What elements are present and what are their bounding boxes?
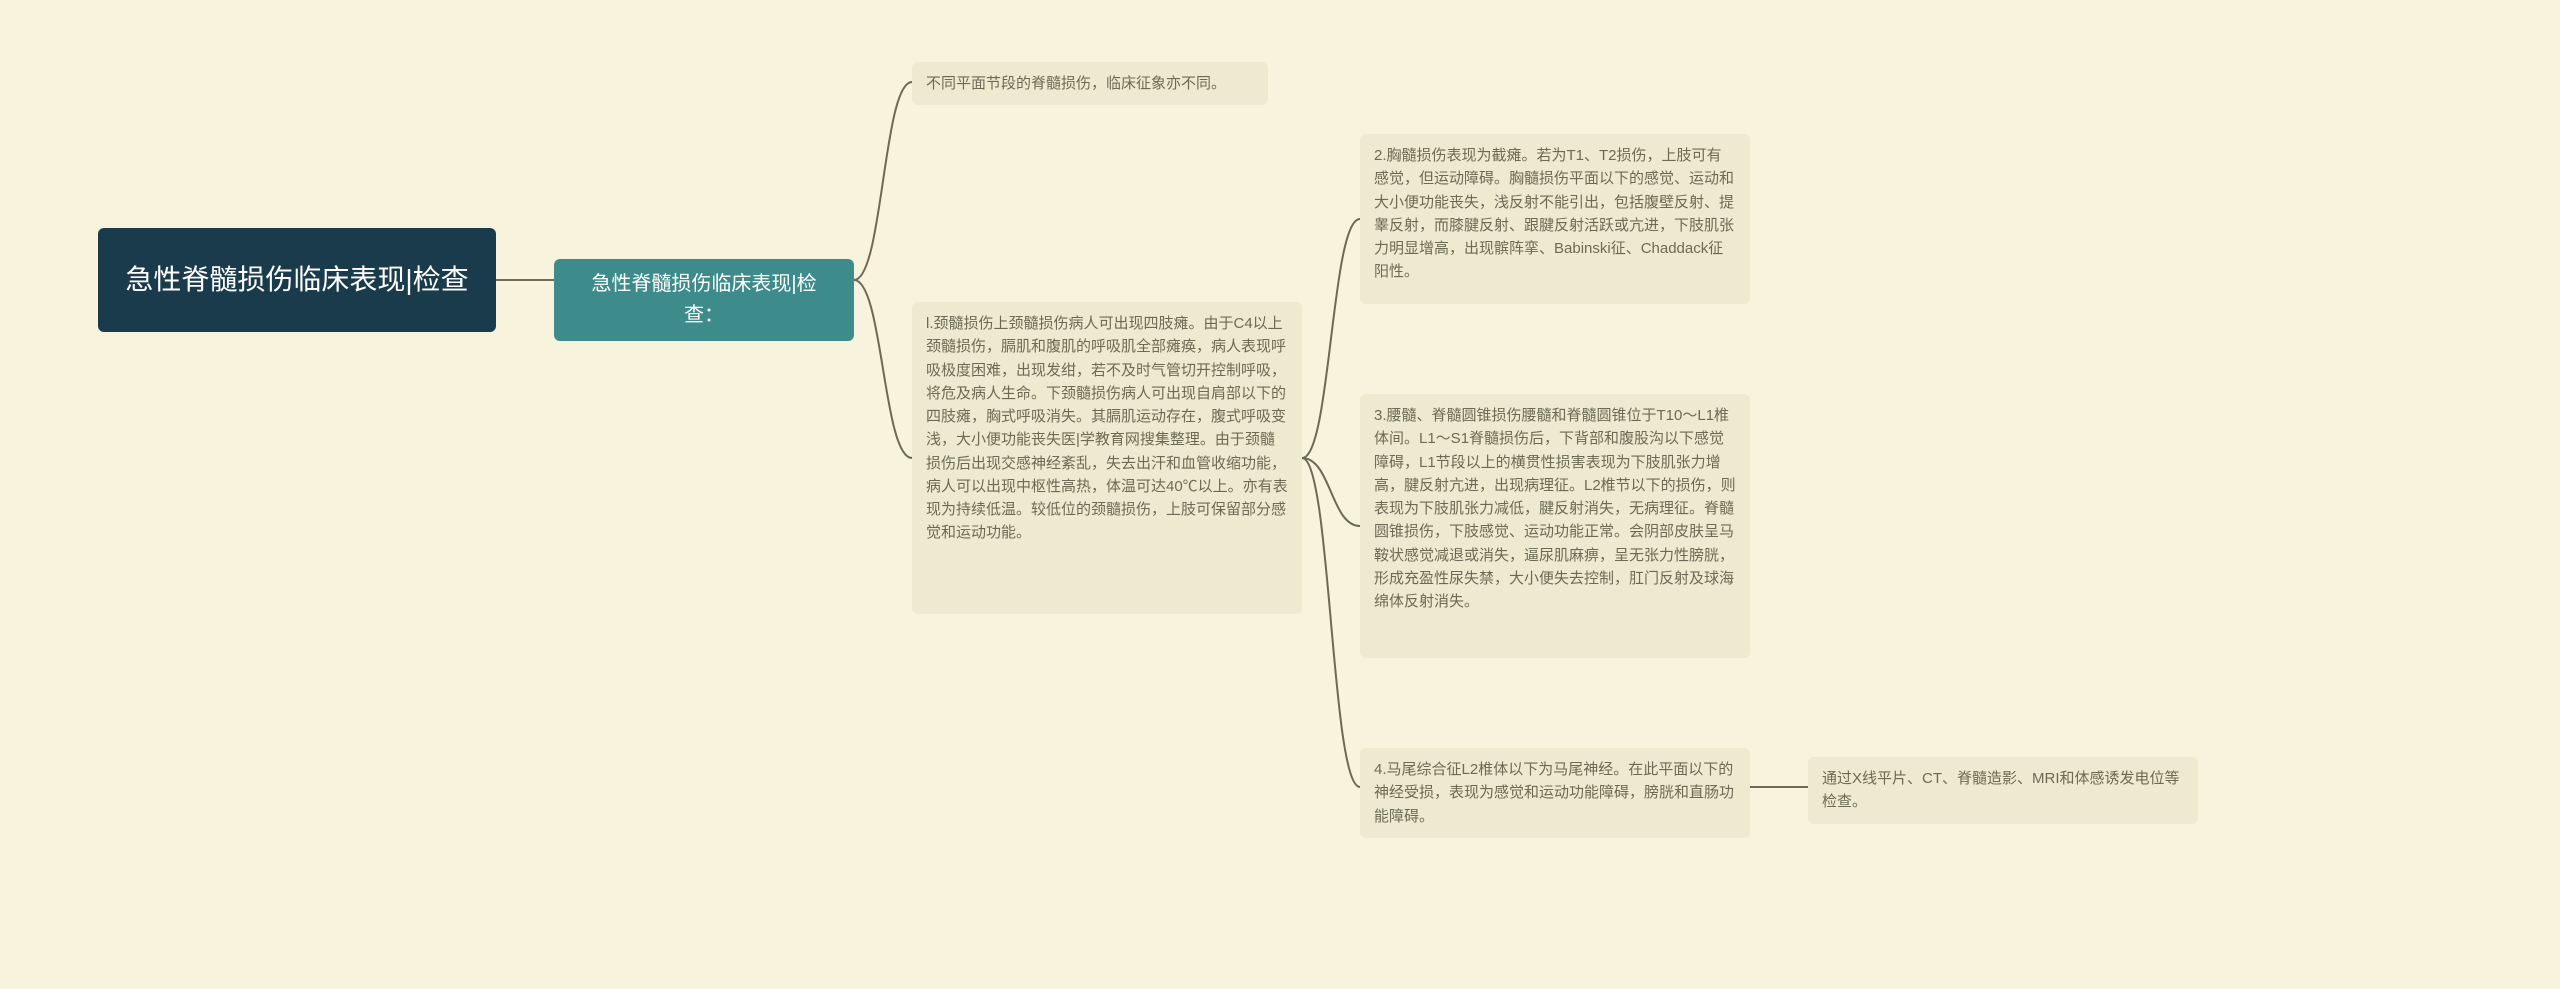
- node-leaf_exam: 通过X线平片、CT、脊髓造影、MRI和体感诱发电位等检查。: [1808, 757, 2198, 824]
- node-leaf_top: 不同平面节段的脊髓损伤，临床征象亦不同。: [912, 62, 1268, 105]
- node-leaf_thoracic: 2.胸髓损伤表现为截瘫。若为T1、T2损伤，上肢可有感觉，但运动障碍。胸髓损伤平…: [1360, 134, 1750, 304]
- edge-leaf_cervical-leaf_thoracic: [1302, 219, 1360, 458]
- node-root: 急性脊髓损伤临床表现|检查: [98, 228, 496, 332]
- edge-branch1-leaf_top: [854, 82, 912, 280]
- edge-leaf_cervical-leaf_lumbar: [1302, 458, 1360, 526]
- edge-leaf_cervical-leaf_cauda: [1302, 458, 1360, 787]
- node-leaf_cervical: l.颈髓损伤上颈髓损伤病人可出现四肢瘫。由于C4以上颈髓损伤，膈肌和腹肌的呼吸肌…: [912, 302, 1302, 614]
- node-leaf_cauda: 4.马尾综合征L2椎体以下为马尾神经。在此平面以下的神经受损，表现为感觉和运动功…: [1360, 748, 1750, 838]
- node-leaf_lumbar: 3.腰髓、脊髓圆锥损伤腰髓和脊髓圆锥位于T10～L1椎体间。L1～S1脊髓损伤后…: [1360, 394, 1750, 658]
- edge-branch1-leaf_cervical: [854, 280, 912, 458]
- node-branch1: 急性脊髓损伤临床表现|检查：: [554, 259, 854, 341]
